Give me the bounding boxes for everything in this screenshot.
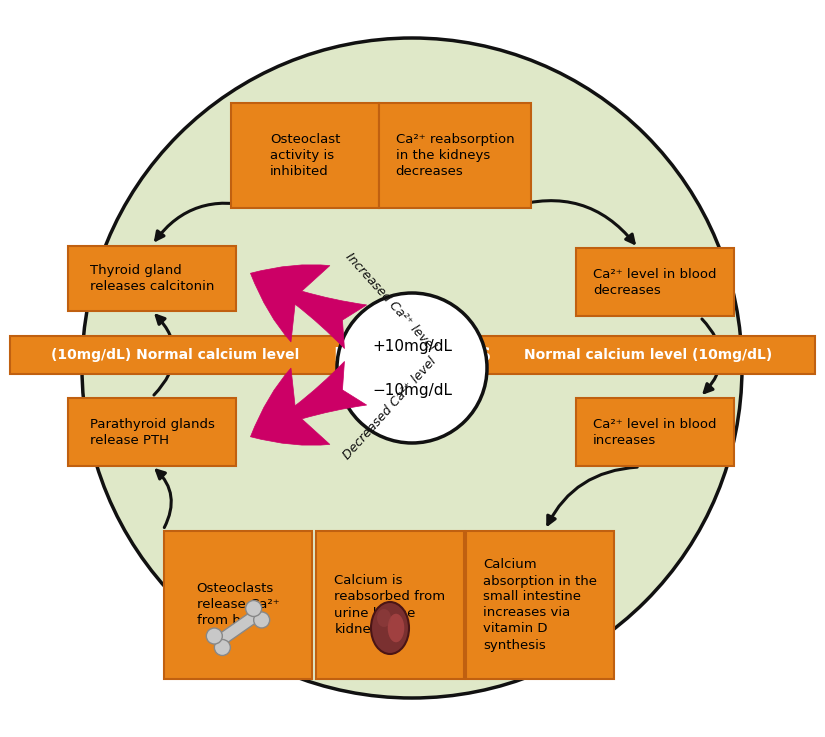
- FancyBboxPatch shape: [214, 609, 262, 647]
- Circle shape: [337, 293, 487, 443]
- Circle shape: [206, 628, 222, 644]
- Text: Parathyroid glands
release PTH: Parathyroid glands release PTH: [90, 417, 214, 447]
- Text: Calcium is
reabsorbed from
urine by the
kidneys: Calcium is reabsorbed from urine by the …: [334, 575, 446, 635]
- FancyBboxPatch shape: [10, 336, 815, 374]
- Ellipse shape: [377, 609, 391, 627]
- Text: (10mg/dL) Normal calcium level: (10mg/dL) Normal calcium level: [51, 348, 299, 362]
- Circle shape: [253, 612, 270, 628]
- FancyBboxPatch shape: [68, 245, 236, 310]
- Text: Thyroid gland
releases calcitonin: Thyroid gland releases calcitonin: [90, 264, 214, 293]
- Circle shape: [214, 640, 230, 655]
- Text: Decreased Ca²⁺ level: Decreased Ca²⁺ level: [341, 354, 439, 461]
- Text: Ca²⁺ reabsorption
in the kidneys
decreases: Ca²⁺ reabsorption in the kidneys decreas…: [396, 133, 514, 178]
- Text: Ca²⁺ level in blood
decreases: Ca²⁺ level in blood decreases: [593, 268, 717, 296]
- FancyBboxPatch shape: [576, 398, 734, 466]
- Text: Increased Ca²⁺ level: Increased Ca²⁺ level: [342, 251, 437, 354]
- Circle shape: [82, 38, 742, 698]
- Text: HOMEOSTASIS: HOMEOSTASIS: [332, 346, 491, 365]
- FancyBboxPatch shape: [316, 531, 464, 679]
- Circle shape: [246, 601, 262, 616]
- FancyBboxPatch shape: [231, 102, 379, 208]
- Text: Calcium
absorption in the
small intestine
increases via
vitamin D
synthesis: Calcium absorption in the small intestin…: [483, 559, 597, 652]
- Text: Normal calcium level (10mg/dL): Normal calcium level (10mg/dL): [524, 348, 772, 362]
- Text: +10mg/dL: +10mg/dL: [372, 338, 452, 354]
- FancyBboxPatch shape: [466, 531, 614, 679]
- FancyBboxPatch shape: [68, 398, 236, 466]
- Text: Osteoclasts
release Ca²⁺
from bone: Osteoclasts release Ca²⁺ from bone: [196, 582, 280, 627]
- Ellipse shape: [387, 613, 405, 643]
- Text: −10mg/dL: −10mg/dL: [372, 383, 452, 397]
- FancyBboxPatch shape: [164, 531, 312, 679]
- Ellipse shape: [371, 602, 409, 654]
- Text: Ca²⁺ level in blood
increases: Ca²⁺ level in blood increases: [593, 417, 717, 447]
- FancyBboxPatch shape: [576, 248, 734, 316]
- FancyBboxPatch shape: [379, 102, 531, 208]
- Text: Osteoclast
activity is
inhibited: Osteoclast activity is inhibited: [270, 133, 340, 178]
